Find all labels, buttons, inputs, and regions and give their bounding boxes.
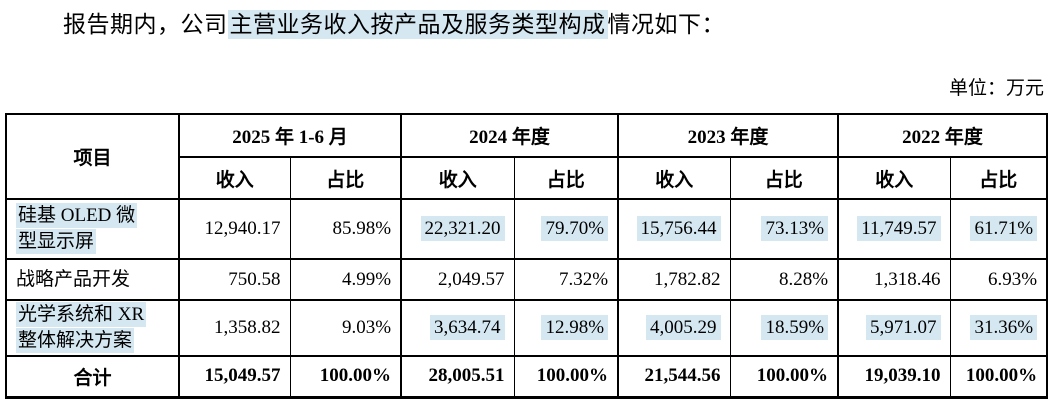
header-row-periods: 项目 2025 年 1-6 月 2024 年度 2023 年度 2022 年度 xyxy=(5,113,1048,200)
item-name-text: 硅基 OLED 微 型显示屏 xyxy=(16,203,138,254)
cell-total-share: 100.00% xyxy=(289,355,402,398)
period-header-2024: 2024 年度 xyxy=(400,113,619,158)
period-header-2025h1: 2025 年 1-6 月 xyxy=(177,113,402,158)
header-row-measures: 收入 占比 收入 占比 收入 占比 收入 占比 xyxy=(6,156,1048,200)
cell-revenue: 1,358.82 xyxy=(178,299,291,357)
cell-share: 31.36% xyxy=(949,299,1048,357)
period-header-2022: 2022 年度 xyxy=(837,113,1048,158)
cell-total-revenue: 28,005.51 xyxy=(400,355,515,398)
cell-share: 61.71% xyxy=(949,198,1048,260)
cell-share: 9.03% xyxy=(289,299,402,357)
cell-total-share: 100.00% xyxy=(729,355,839,398)
unit-label: 单位：万元 xyxy=(948,78,1044,99)
cell-total-revenue: 21,544.56 xyxy=(617,355,731,398)
cell-revenue: 5,971.07 xyxy=(837,299,951,357)
cell-revenue: 22,321.20 xyxy=(400,198,515,260)
total-label: 合计 xyxy=(5,355,180,398)
col-header-share: 占比 xyxy=(513,156,619,200)
cell-total-revenue: 15,049.57 xyxy=(178,355,291,398)
col-header-revenue: 收入 xyxy=(178,156,291,200)
cell-revenue: 1,318.46 xyxy=(837,258,951,301)
title-prefix: 报告期内，公司 xyxy=(63,12,228,37)
page-title: 报告期内，公司主营业务收入按产品及服务类型构成情况如下： xyxy=(63,9,725,41)
item-name-cell: 战略产品开发 xyxy=(5,258,180,301)
col-header-share: 占比 xyxy=(949,156,1048,200)
col-header-revenue: 收入 xyxy=(837,156,951,200)
cell-total-revenue: 19,039.10 xyxy=(837,355,951,398)
table-row-strategic-products: 战略产品开发 750.58 4.99% 2,049.57 7.32% 1,782… xyxy=(5,258,1048,301)
col-header-revenue: 收入 xyxy=(617,156,731,200)
cell-share: 4.99% xyxy=(289,258,402,301)
item-name-text: 战略产品开发 xyxy=(16,268,131,290)
item-name-text: 光学系统和 XR 整体解决方案 xyxy=(16,302,147,353)
cell-revenue: 1,782.82 xyxy=(617,258,731,301)
cell-revenue: 11,749.57 xyxy=(837,198,951,260)
cell-revenue: 750.58 xyxy=(178,258,291,301)
col-header-share: 占比 xyxy=(289,156,402,200)
revenue-composition-table: 项目 2025 年 1-6 月 2024 年度 2023 年度 2022 年度 … xyxy=(5,113,1049,399)
cell-revenue: 12,940.17 xyxy=(178,198,291,260)
cell-share: 85.98% xyxy=(289,198,402,260)
cell-share: 73.13% xyxy=(729,198,839,260)
col-header-revenue: 收入 xyxy=(400,156,515,200)
cell-revenue: 2,049.57 xyxy=(400,258,515,301)
period-header-2023: 2023 年度 xyxy=(617,113,839,158)
total-row: 合计 15,049.57 100.00% 28,005.51 100.00% 2… xyxy=(5,355,1048,398)
title-highlighted-text: 主营业务收入按产品及服务类型构成 xyxy=(227,10,608,39)
item-name-cell: 硅基 OLED 微 型显示屏 xyxy=(5,198,180,260)
cell-total-share: 100.00% xyxy=(513,355,619,398)
cell-share: 8.28% xyxy=(729,258,839,301)
cell-revenue: 4,005.29 xyxy=(617,299,731,357)
col-header-share: 占比 xyxy=(729,156,839,200)
cell-share: 79.70% xyxy=(513,198,619,260)
cell-total-share: 100.00% xyxy=(949,355,1048,398)
title-suffix: 情况如下： xyxy=(607,12,725,37)
cell-share: 6.93% xyxy=(949,258,1048,301)
cell-share: 12.98% xyxy=(513,299,619,357)
cell-revenue: 3,634.74 xyxy=(400,299,515,357)
table-row-oled-microdisplay: 硅基 OLED 微 型显示屏 12,940.17 85.98% 22,321.2… xyxy=(5,198,1048,260)
cell-share: 18.59% xyxy=(729,299,839,357)
cell-revenue: 15,756.44 xyxy=(617,198,731,260)
col-header-item: 项目 xyxy=(5,113,180,200)
item-name-cell: 光学系统和 XR 整体解决方案 xyxy=(5,299,180,357)
table-row-optical-xr-solutions: 光学系统和 XR 整体解决方案 1,358.82 9.03% 3,634.74 … xyxy=(5,299,1048,357)
cell-share: 7.32% xyxy=(513,258,619,301)
